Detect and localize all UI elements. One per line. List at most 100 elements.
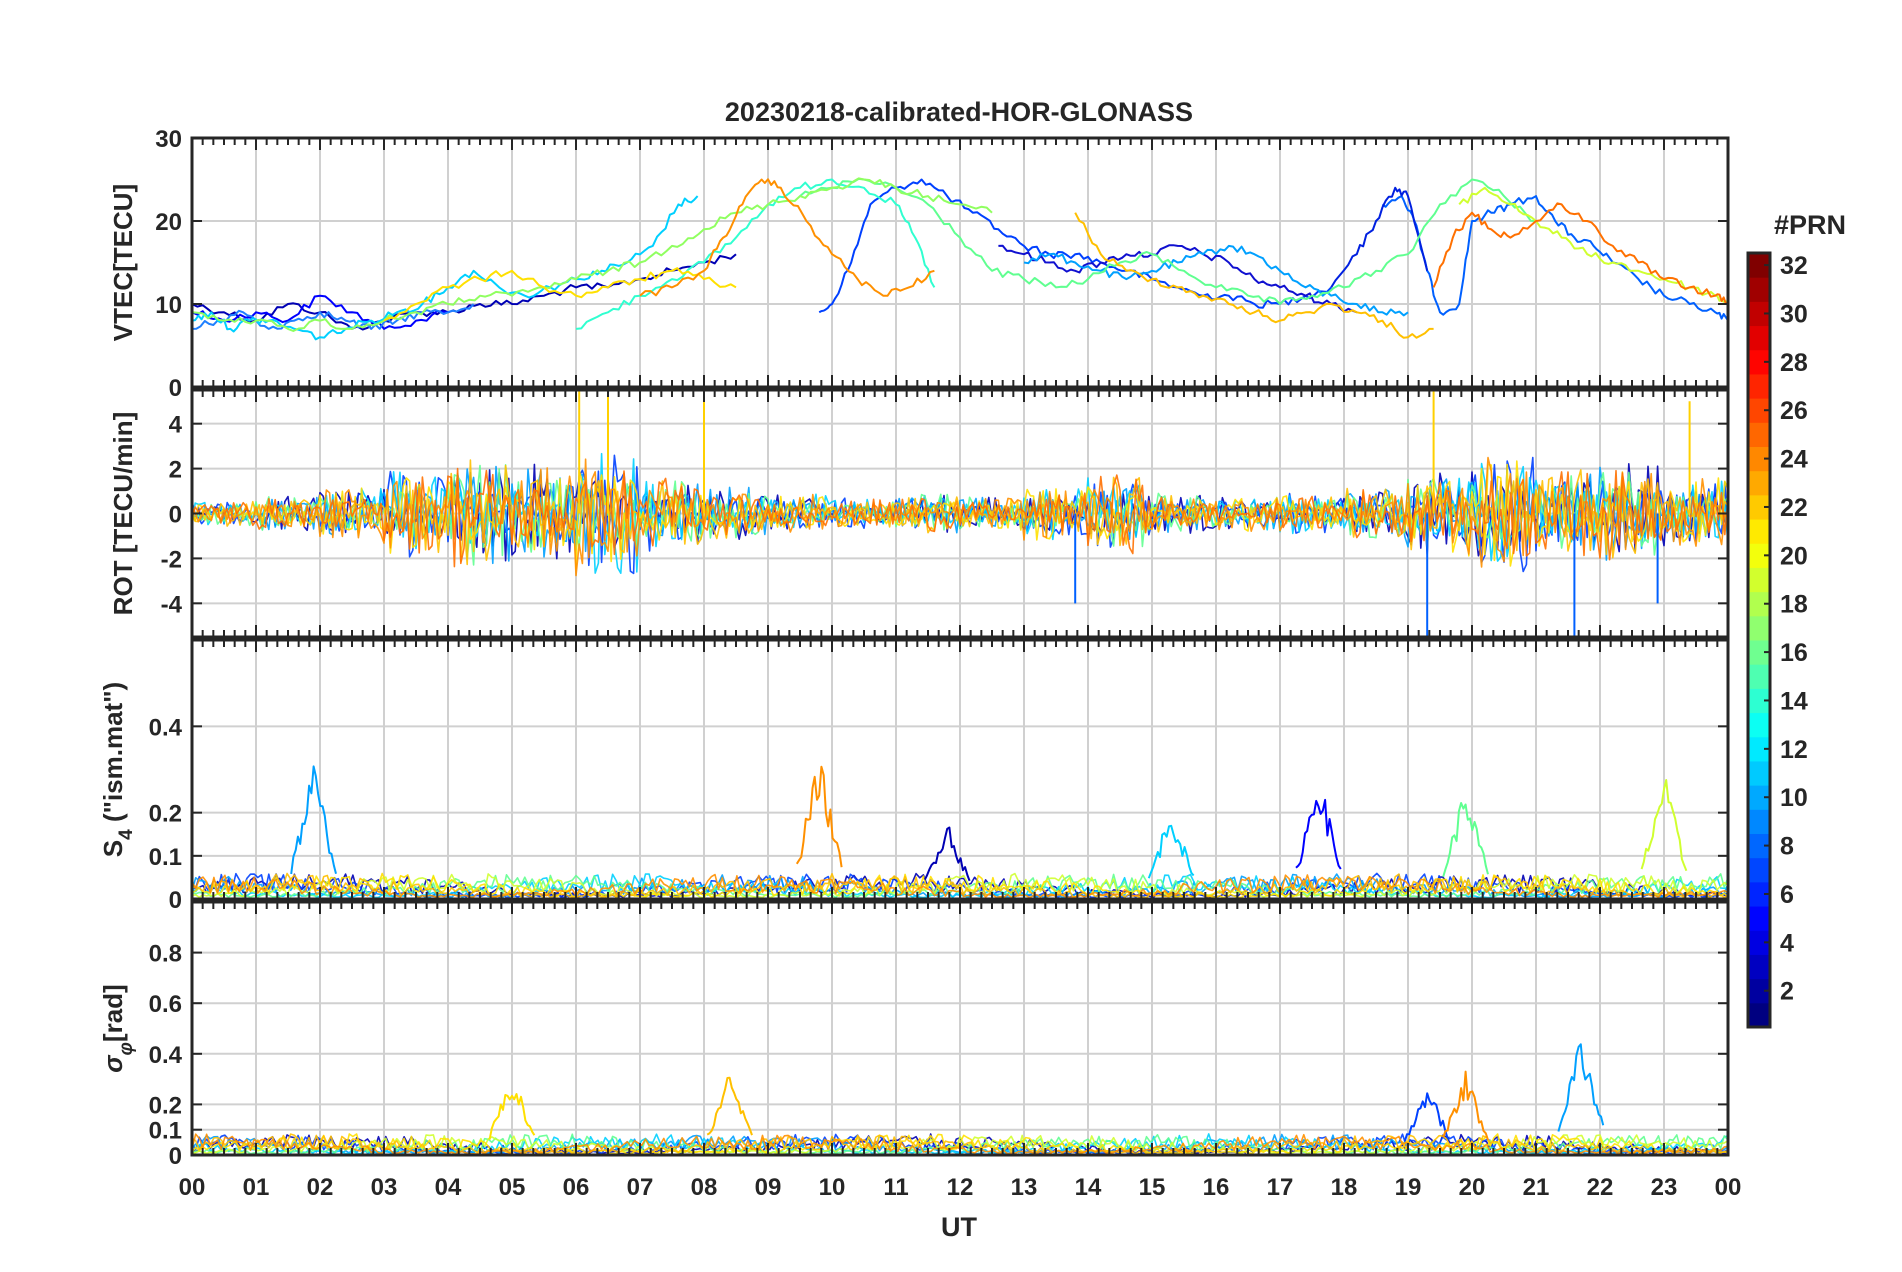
y-tick-label: 0: [169, 887, 182, 914]
vtec-series-prn-4: [998, 244, 1358, 314]
colorbar-segment: [1748, 470, 1770, 496]
colorbar-frame: [1746, 251, 1772, 1029]
colorbar-segment: [1748, 688, 1770, 714]
y-axis-label-sub: φ: [116, 1042, 137, 1055]
vtec-series-prn-20: [383, 267, 737, 322]
y-axis-label-sub: 4: [116, 829, 137, 840]
colorbar-segment: [1748, 1002, 1770, 1028]
panel-ticks: [191, 390, 1729, 637]
vtec-series-prn-24: [1432, 202, 1728, 305]
panel-data: [192, 177, 1728, 341]
x-tick-label: 20: [1459, 1174, 1486, 1201]
x-tick-label: 04: [435, 1174, 462, 1201]
sigma_phi-peak: [1403, 1092, 1450, 1142]
colorbar-segment: [1748, 398, 1770, 423]
panel-data: [192, 390, 1728, 637]
x-tick-label: 16: [1203, 1174, 1230, 1201]
x-tick-label: 10: [819, 1174, 846, 1201]
y-tick-label: 0: [169, 375, 182, 402]
colorbar-segment: [1748, 567, 1770, 593]
s4-peak: [1442, 802, 1489, 878]
vtec-series-prn-10: [1023, 244, 1409, 317]
x-tick-label: 00: [179, 1174, 206, 1201]
colorbar-segment: [1748, 494, 1770, 520]
colorbar-segment: [1748, 519, 1770, 544]
y-tick-label: -4: [161, 591, 183, 618]
y-tick-label: 0: [169, 1143, 182, 1170]
colorbar-tick-label: 4: [1780, 929, 1794, 957]
vtec-series-prn-2: [192, 294, 449, 330]
colorbar-segment: [1748, 543, 1770, 568]
colorbar-segment: [1748, 253, 1770, 278]
y-tick-label: 4: [169, 412, 183, 439]
vtec-series-prn-16: [799, 177, 1537, 305]
s4-peak: [1640, 779, 1688, 872]
x-tick-label: 01: [243, 1174, 270, 1201]
x-tick-label: 17: [1267, 1174, 1294, 1201]
s4-peak: [923, 826, 971, 882]
colorbar-segment: [1748, 954, 1770, 980]
x-axis: 00 01 02 03 04 05 06 07 08 09 10 11 12 13 14 15 16 17 18 19…: [179, 1174, 1742, 1201]
y-tick-label: 0.2: [149, 801, 182, 828]
x-tick-label: 07: [627, 1174, 654, 1201]
colorbar-segment: [1748, 640, 1770, 665]
panel-s4: 0 0.1 0.2 0.4 S4 ("ism.mat"): [98, 638, 1730, 914]
colorbar-segment: [1748, 785, 1770, 810]
colorbar-segment: [1748, 373, 1770, 399]
colorbar-segment: [1748, 809, 1770, 834]
y-tick-label: 0.8: [149, 941, 182, 968]
vtec-series-prn-23: [639, 178, 935, 297]
x-tick-label: 08: [691, 1174, 718, 1201]
colorbar-tick-label: 16: [1780, 639, 1808, 667]
colorbar-segment: [1748, 712, 1770, 738]
rot-series: [192, 465, 1728, 565]
x-tick-label: 14: [1075, 1174, 1102, 1201]
colorbar-tick-label: 18: [1780, 591, 1808, 619]
colorbar-segment: [1748, 857, 1770, 883]
colorbar-segment: [1748, 664, 1770, 689]
panel-ticks: [191, 137, 1729, 388]
y-tick-label: 2: [169, 457, 182, 484]
y-tick-label: 20: [155, 209, 182, 236]
y-tick-label: 0.6: [149, 991, 182, 1018]
x-tick-label: 00: [1715, 1174, 1742, 1201]
colorbar-segment: [1748, 446, 1770, 472]
rot-series: [192, 459, 1728, 566]
x-tick-label: 06: [563, 1174, 590, 1201]
colorbar-label: #PRN: [1774, 210, 1846, 240]
colorbar-tick-label: 26: [1780, 397, 1808, 425]
colorbar-segment: [1748, 591, 1770, 617]
colorbar-tick-label: 24: [1780, 446, 1808, 474]
panel-rot: -4 -2 0 2 4 ROT [TECU/min]: [108, 388, 1730, 639]
sigma_phi-peak: [706, 1076, 753, 1136]
y-axis-label: σφ[rad]: [98, 984, 137, 1072]
y-tick-label: 0.4: [149, 1042, 183, 1069]
colorbar-segment: [1748, 978, 1770, 1004]
figure-title: 20230218-calibrated-HOR-GLONASS: [725, 97, 1193, 127]
colorbar-segment: [1748, 349, 1770, 375]
y-axis-label-rest: [rad]: [98, 984, 128, 1042]
y-tick-label: -2: [161, 546, 182, 573]
panel-ticks: [191, 640, 1729, 900]
x-tick-label: 11: [883, 1174, 908, 1201]
x-tick-label: 05: [499, 1174, 526, 1201]
s4-peak: [795, 765, 843, 868]
y-tick-label: 0.2: [149, 1092, 182, 1119]
x-tick-label: 19: [1395, 1174, 1422, 1201]
colorbar-segment: [1748, 906, 1770, 931]
panel-ticks: [191, 902, 1729, 1156]
y-tick-label: 0.1: [149, 844, 182, 871]
rot-series: [192, 467, 1728, 568]
rot-series: [192, 456, 1728, 577]
y-tick-label: 30: [155, 126, 182, 153]
colorbar-segment: [1748, 277, 1770, 302]
colorbar-segment: [1748, 422, 1770, 447]
colorbar-segment: [1748, 301, 1770, 327]
x-tick-label: 09: [755, 1174, 782, 1201]
sigma_phi-peak: [488, 1093, 536, 1140]
sigma_phi-peak: [1442, 1070, 1489, 1141]
y-axis-label-main: S: [98, 840, 128, 857]
colorbar-tick-label: 30: [1780, 300, 1808, 328]
colorbar-segment: [1748, 930, 1770, 955]
